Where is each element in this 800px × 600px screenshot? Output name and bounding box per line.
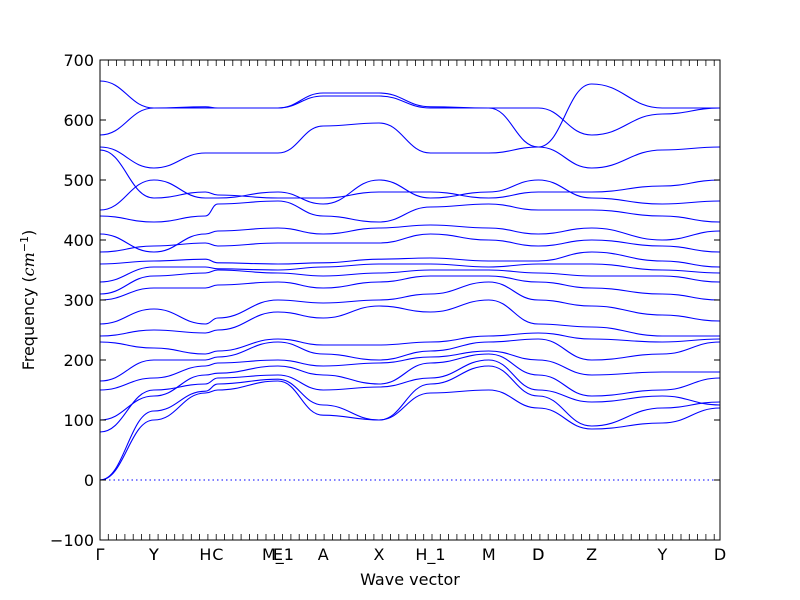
- y-tick-label: 300: [63, 291, 94, 310]
- band-line-11: [99, 263, 721, 283]
- band-line-7: [99, 299, 720, 337]
- x-tick-label: H_1: [415, 545, 445, 565]
- x-axis-label: Wave vector: [360, 570, 460, 589]
- x-tick-label: D: [532, 545, 544, 564]
- band-line-4: [99, 350, 720, 391]
- band-line-18: [99, 122, 721, 169]
- y-axis-label-unit: cm: [19, 252, 38, 276]
- y-axis-ticks: −100 0 100 200 300 400 500 600 700: [50, 51, 720, 550]
- x-tick-label: D: [532, 545, 544, 564]
- y-axis-label: Frequency (cm−1): [18, 230, 39, 371]
- y-tick-label: 600: [63, 111, 94, 130]
- band-line-16: [99, 179, 721, 211]
- band-line-17: [99, 149, 721, 199]
- x-tick-label: Y: [148, 545, 159, 564]
- y-tick-label: 0: [84, 471, 94, 490]
- band-line-12: [99, 251, 721, 268]
- x-tick-label: Y: [148, 545, 159, 564]
- y-axis-label-exponent: −1: [18, 236, 31, 252]
- band-line-10: [99, 269, 721, 295]
- y-tick-label: −100: [50, 531, 94, 550]
- x-tick-label: Y: [656, 545, 667, 564]
- y-tick-label: 200: [63, 351, 94, 370]
- y-tick-label: 400: [63, 231, 94, 250]
- band-line-15: [99, 200, 721, 223]
- x-tick-label: M: [482, 545, 496, 564]
- x-tick-label: M_1: [262, 545, 294, 565]
- y-axis-label-prefix: Frequency (: [19, 276, 38, 370]
- band-line-14: [99, 224, 721, 253]
- band-line-5: [99, 338, 721, 382]
- band-line-2: [99, 359, 721, 433]
- x-tick-label: D: [714, 545, 726, 564]
- band-line-20: [99, 80, 720, 148]
- band-line-3: [99, 353, 721, 421]
- x-tick-label: A: [318, 545, 329, 564]
- x-axis-ticks: Γ YY H C EM_1 A X H_1 M DD Z Y D: [96, 60, 726, 565]
- band-lines: [99, 80, 721, 481]
- y-axis-label-suffix: ): [19, 230, 38, 236]
- x-tick-label: Γ: [96, 545, 105, 564]
- y-tick-label: 500: [63, 171, 94, 190]
- band-line-13: [99, 233, 721, 253]
- band-line-19: [99, 95, 721, 136]
- band-line-1: [99, 365, 721, 481]
- band-line-9: [99, 275, 721, 301]
- x-tick-label: X: [374, 545, 385, 564]
- x-tick-label: C: [212, 545, 223, 564]
- y-tick-label: 700: [63, 51, 94, 70]
- x-tick-label: E: [273, 545, 283, 564]
- x-tick-label: Z: [586, 545, 597, 564]
- x-tick-label: H: [199, 545, 211, 564]
- y-tick-label: 100: [63, 411, 94, 430]
- band-line-8: [99, 281, 721, 325]
- band-line-6: [99, 332, 721, 355]
